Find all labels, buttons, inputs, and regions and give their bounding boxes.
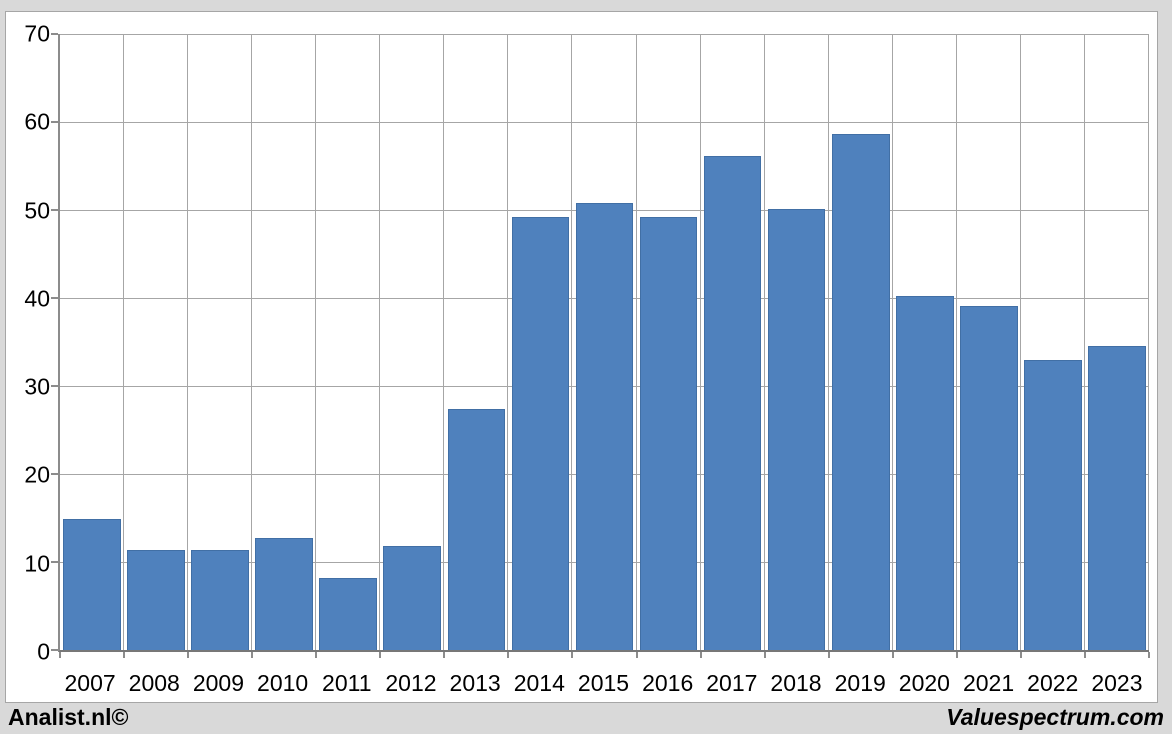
bar (127, 549, 185, 650)
x-tick-label: 2012 (385, 670, 437, 696)
x-tick-label: 2008 (128, 670, 180, 696)
v-gridline (251, 34, 253, 650)
bar (1088, 345, 1146, 650)
bar (255, 538, 314, 650)
x-axis-tick (251, 652, 254, 658)
bar (191, 549, 249, 650)
x-tick-label: 2022 (1027, 670, 1079, 696)
footer-bar: Analist.nl© Valuespectrum.com (0, 703, 1172, 734)
v-gridline (1019, 34, 1021, 650)
x-axis-tick (827, 652, 830, 658)
x-tick-label: 2007 (64, 670, 116, 696)
v-gridline (635, 34, 637, 650)
x-axis-tick (123, 652, 126, 658)
x-tick-label: 2021 (962, 670, 1015, 696)
x-tick-label: 2010 (257, 670, 309, 696)
v-gridline (891, 34, 893, 650)
y-tick-label: 70 (24, 20, 50, 47)
h-gridline (60, 122, 1149, 123)
x-axis-tick (1148, 652, 1150, 658)
v-gridline (507, 34, 509, 650)
y-axis-tick (51, 120, 58, 123)
v-gridline (443, 34, 445, 650)
y-tick-label: 40 (24, 285, 50, 312)
valuespectrum-brand: Valuespectrum.com (946, 704, 1164, 730)
bar (447, 408, 506, 650)
x-tick-label: 2023 (1091, 670, 1143, 696)
bar (960, 305, 1018, 650)
bar (639, 217, 698, 650)
v-gridline (571, 34, 573, 650)
x-axis-tick (443, 652, 446, 658)
y-axis-tick (51, 473, 58, 475)
analist-brand: Analist.nl© (8, 704, 129, 730)
v-gridline (699, 34, 701, 650)
x-tick-label: 2009 (192, 670, 245, 696)
x-axis-tick (59, 652, 61, 658)
bar (831, 134, 890, 650)
x-tick-label: 2018 (770, 670, 822, 696)
y-axis-tick (51, 384, 58, 387)
v-gridline (827, 34, 829, 650)
x-tick-label: 2013 (449, 670, 501, 696)
x-tick-label: 2011 (322, 670, 372, 696)
x-axis-tick (315, 652, 318, 658)
bar (703, 156, 762, 650)
v-gridline (763, 34, 765, 650)
x-tick-label: 2015 (577, 670, 630, 696)
x-tick-label: 2020 (898, 670, 950, 696)
bar (63, 518, 121, 650)
v-gridline (123, 34, 125, 650)
x-tick-label: 2016 (642, 670, 694, 696)
y-axis-labels: 0 10 20 30 40 50 60 70 (10, 21, 50, 665)
v-gridline (1083, 34, 1085, 650)
x-axis-tick (187, 652, 190, 658)
y-axis-tick (51, 208, 58, 211)
y-tick-label: 60 (24, 108, 50, 135)
y-tick-label: 30 (24, 373, 50, 400)
v-gridline (1148, 34, 1149, 650)
bar (767, 209, 826, 650)
bar (1024, 360, 1082, 650)
x-axis-labels: 2007 2008 2009 2010 2011 2012 2013 2014 2015 2016… (58, 664, 1149, 698)
x-axis-tick (635, 652, 638, 658)
v-gridline (379, 34, 381, 650)
y-tick-label: 10 (24, 550, 50, 577)
x-axis-tick (1019, 652, 1022, 658)
y-axis-tick (51, 33, 58, 35)
y-axis-tick (51, 297, 58, 299)
x-tick-label: 2017 (706, 670, 758, 696)
y-tick-label: 20 (24, 461, 50, 488)
x-axis-tick (955, 652, 958, 658)
bar (319, 577, 378, 650)
v-gridline (315, 34, 317, 650)
x-tick-label: 2019 (834, 670, 886, 696)
x-axis-tick (699, 652, 702, 658)
h-gridline (60, 34, 1149, 35)
y-axis-tick (51, 649, 58, 651)
x-axis-tick (379, 652, 382, 658)
v-gridline (187, 34, 189, 650)
y-tick-label: 50 (24, 197, 50, 224)
y-tick-label: 0 (37, 638, 50, 665)
bar (511, 217, 570, 650)
x-axis-tick (891, 652, 894, 658)
x-axis-tick (571, 652, 574, 658)
y-axis-tick (51, 561, 58, 563)
x-axis-tick (763, 652, 766, 658)
v-gridline (955, 34, 957, 650)
x-axis-tick (507, 652, 510, 658)
plot-area (51, 33, 1150, 658)
chart-panel: 0 10 20 30 40 50 60 70 2007 2008 2009 2010 2011 2012… (5, 11, 1158, 703)
bar (383, 546, 442, 650)
x-tick-label: 2014 (513, 670, 565, 696)
x-axis-tick (1083, 652, 1086, 658)
bar (575, 202, 634, 650)
bar (895, 296, 954, 650)
